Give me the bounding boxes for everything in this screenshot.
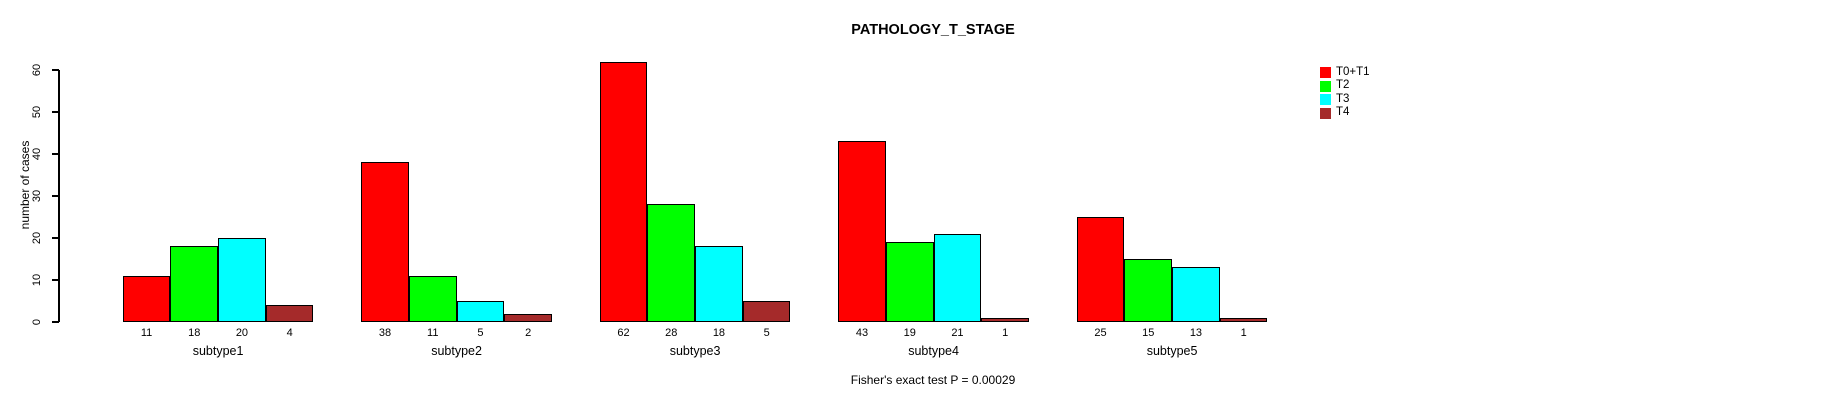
y-tick-label: 50 [31, 105, 43, 119]
bar-value-label: 43 [855, 327, 869, 339]
y-tick [52, 195, 59, 197]
legend-label-t0t1: T0+T1 [1336, 65, 1370, 78]
bar-value-label: 62 [617, 327, 630, 339]
y-tick [52, 153, 59, 155]
bar-t3-subtype1 [218, 238, 266, 322]
bar-value-label: 19 [903, 327, 916, 339]
bar-t3-subtype5 [1172, 267, 1220, 322]
legend-swatch-t4 [1320, 107, 1331, 119]
bar-value-label: 28 [665, 327, 678, 339]
bar-value-label: 11 [427, 327, 439, 339]
bar-value-label: 5 [477, 327, 484, 339]
y-tick [52, 237, 59, 239]
legend-swatch-t0t1 [1320, 67, 1331, 78]
bar-t4-subtype3 [742, 301, 791, 322]
y-tick-label: 30 [31, 189, 43, 203]
bar-value-label: 18 [188, 327, 201, 339]
bar-value-label: 13 [1189, 327, 1203, 339]
bar-value-label: 11 [140, 327, 153, 339]
annotation-fisher-test: Fisher's exact test P = 0.00029 [850, 373, 1016, 387]
bar-t0t1-subtype2 [361, 162, 409, 322]
bar-t3-subtype2 [456, 301, 505, 322]
y-tick [52, 111, 59, 113]
bar-t2-subtype2 [408, 275, 457, 322]
bar-t4-subtype5 [1219, 317, 1268, 322]
bar-value-label: 20 [235, 327, 249, 339]
category-label-subtype5: subtype5 [1146, 344, 1198, 358]
bar-value-label: 15 [1142, 327, 1155, 339]
bar-t4-subtype2 [504, 313, 552, 322]
bar-t2-subtype1 [170, 246, 219, 322]
y-tick [52, 321, 59, 323]
y-axis-label: number of cases [18, 140, 32, 230]
bar-value-label: 5 [763, 327, 770, 339]
bar-value-label: 2 [525, 327, 532, 339]
legend-label-t2: T2 [1336, 79, 1350, 92]
legend-label-t4: T4 [1336, 106, 1350, 119]
bar-t2-subtype5 [1124, 259, 1173, 322]
bar-value-label: 4 [286, 327, 293, 339]
bar-t2-subtype3 [647, 204, 696, 322]
bar-value-label: 38 [378, 327, 392, 339]
bar-value-label: 18 [712, 327, 726, 339]
bar-t4-subtype1 [265, 305, 314, 322]
bar-value-label: 1 [1002, 327, 1009, 339]
category-label-subtype4: subtype4 [908, 344, 959, 358]
legend-swatch-t2 [1320, 80, 1331, 92]
bar-value-label: 1 [1240, 327, 1247, 339]
y-tick-label: 60 [31, 63, 43, 77]
bar-t0t1-subtype1 [122, 275, 171, 322]
bar-t0t1-subtype4 [838, 141, 886, 322]
y-tick-label: 10 [31, 273, 43, 287]
y-tick-label: 0 [31, 318, 43, 326]
bar-t3-subtype4 [933, 233, 982, 322]
legend-label-t3: T3 [1336, 92, 1350, 105]
bar-t0t1-subtype3 [599, 61, 648, 322]
y-tick-label: 40 [31, 147, 43, 161]
y-tick [52, 279, 59, 281]
category-label-subtype3: subtype3 [669, 344, 721, 358]
bar-value-label: 25 [1094, 327, 1107, 339]
y-tick [52, 69, 59, 71]
y-tick-label: 20 [31, 231, 43, 245]
legend-swatch-t3 [1320, 94, 1331, 106]
category-label-subtype2: subtype2 [431, 344, 482, 358]
chart-title: PATHOLOGY_T_STAGE [851, 22, 1015, 38]
bar-t4-subtype4 [981, 317, 1029, 322]
bar-t2-subtype4 [885, 242, 934, 322]
category-label-subtype1: subtype1 [192, 344, 244, 358]
bar-t0t1-subtype5 [1076, 217, 1125, 322]
bar-value-label: 21 [951, 327, 964, 339]
bar-t3-subtype3 [695, 246, 743, 322]
